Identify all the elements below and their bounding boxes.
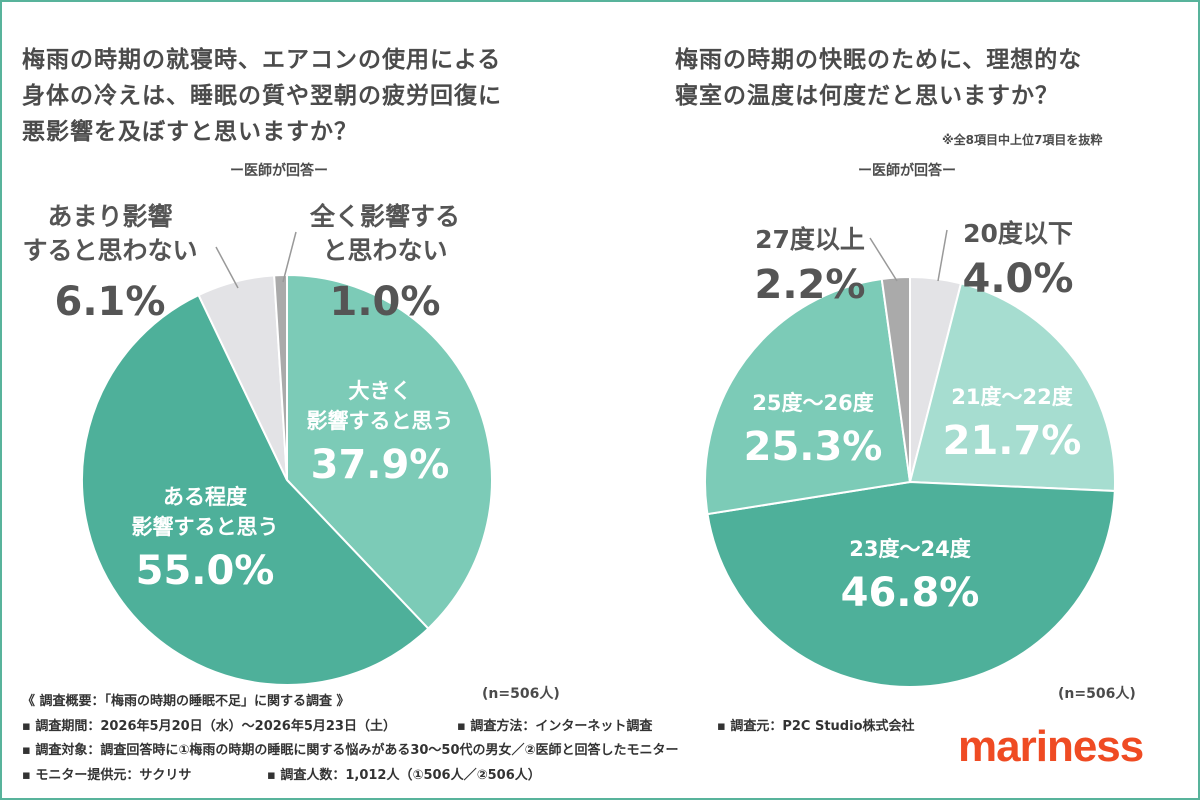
survey-period: ▪ 調査期間：2026年5月20日（水）〜2026年5月23日（土） xyxy=(22,718,396,734)
survey-row-3: ▪ モニター提供元：サクリサ ▪ 調査人数：1,012人（①506人／②506人） xyxy=(22,764,915,789)
chart1-slice-4-value: 1.0% xyxy=(330,279,441,325)
chart1-slice-1-label-line-1: 大きく xyxy=(349,379,412,403)
chart2-slice-5 xyxy=(880,275,911,483)
left-chart-title: 梅雨の時期の就寝時、エアコンの使用による 身体の冷えは、睡眠の質や翌朝の疲労回復… xyxy=(22,42,582,150)
chart1-slice-3-leader-line xyxy=(215,246,239,289)
chart2-slice-4 xyxy=(704,277,912,516)
chart2-slice-1-leader-line xyxy=(937,229,948,282)
chart1-slice-1 xyxy=(286,273,493,630)
survey-count: ▪ 調査人数：1,012人（①506人／②506人） xyxy=(267,767,541,783)
chart2-slice-2-label-line-1: 21度〜22度 xyxy=(951,385,1072,409)
chart2-slice-1-value: 4.0% xyxy=(963,256,1074,302)
left-title-line-2: 身体の冷えは、睡眠の質や翌朝の疲労回復に xyxy=(22,83,502,109)
left-title-line-1: 梅雨の時期の就寝時、エアコンの使用による xyxy=(22,47,502,73)
chart1-slice-2-value: 55.0% xyxy=(136,548,275,594)
right-sample-size: (n=506人) xyxy=(1058,686,1136,702)
right-title-line-2: 寝室の温度は何度だと思いますか？ xyxy=(675,83,1059,109)
survey-target: ▪ 調査対象：調査回答時に①梅雨の時期の睡眠に関する悩みがある30〜50代の男女… xyxy=(22,743,679,758)
chart2-slice-2 xyxy=(908,282,1116,493)
chart1-slice-4-leader-line xyxy=(282,231,297,283)
chart1-slice-4-label-line-2: と思わない xyxy=(322,236,447,265)
chart1-slice-2 xyxy=(81,293,430,686)
chart2-slice-5-label-line-1: 27度以上 xyxy=(755,225,865,254)
survey-provider: ▪ モニター提供元：サクリサ xyxy=(22,767,192,783)
right-chart-title: 梅雨の時期の快眠のために、理想的な 寝室の温度は何度だと思いますか？ xyxy=(675,42,1175,114)
right-respondent-label: ー医師が回答ー xyxy=(858,163,956,179)
right-title-line-1: 梅雨の時期の快眠のために、理想的な xyxy=(675,47,1083,73)
chart1-slice-4-label-line-1: 全く影響する xyxy=(309,202,460,231)
chart2-slice-1-label-line-1: 20度以下 xyxy=(963,219,1073,248)
chart1-slice-3-label-line-2: すると思わない xyxy=(22,236,197,265)
chart2-slice-3 xyxy=(706,480,1116,688)
chart2-slice-3-value: 46.8% xyxy=(841,570,980,616)
left-respondent-label: ー医師が回答ー xyxy=(230,163,328,179)
mariness-logo: mariness xyxy=(958,722,1144,771)
chart2-slice-2-value: 21.7% xyxy=(943,418,1082,464)
chart2-slice-4-label-line-1: 25度〜26度 xyxy=(752,391,873,415)
chart1-slice-1-label-line-2: 影響すると思う xyxy=(307,409,454,433)
chart1-slice-1-value: 37.9% xyxy=(311,442,450,488)
survey-method: ▪ 調査方法：インターネット調査 xyxy=(457,718,653,734)
survey-summary: 《 調査概要：「梅雨の時期の睡眠不足」に関する調査 》 ▪ 調査期間：2026年… xyxy=(22,690,915,788)
survey-row-1: ▪ 調査期間：2026年5月20日（水）〜2026年5月23日（土） ▪ 調査方法… xyxy=(22,715,915,740)
chart2-slice-3-label-line-1: 23度〜24度 xyxy=(849,537,970,561)
chart1-slice-2-label-line-2: 影響すると思う xyxy=(132,515,279,539)
chart1-slice-2-label-line-1: ある程度 xyxy=(163,485,247,509)
left-title-line-3: 悪影響を及ぼすと思いますか？ xyxy=(22,119,358,145)
chart1-slice-3-label-line-1: あまり影響 xyxy=(47,202,172,231)
survey-heading: 《 調査概要：「梅雨の時期の睡眠不足」に関する調査 》 xyxy=(22,694,350,709)
survey-source: ▪ 調査元：P2C Studio株式会社 xyxy=(717,718,915,734)
chart2-slice-5-leader-line xyxy=(869,237,898,282)
chart1-slice-3-value: 6.1% xyxy=(55,279,166,325)
chart1-slice-4 xyxy=(273,273,288,481)
left-sample-size: (n=506人) xyxy=(482,686,560,702)
right-note: ※全8項目中上位7項目を抜粋 xyxy=(942,133,1103,147)
chart2-slice-5-value: 2.2% xyxy=(755,262,866,308)
chart2-slice-4-value: 25.3% xyxy=(744,424,883,470)
